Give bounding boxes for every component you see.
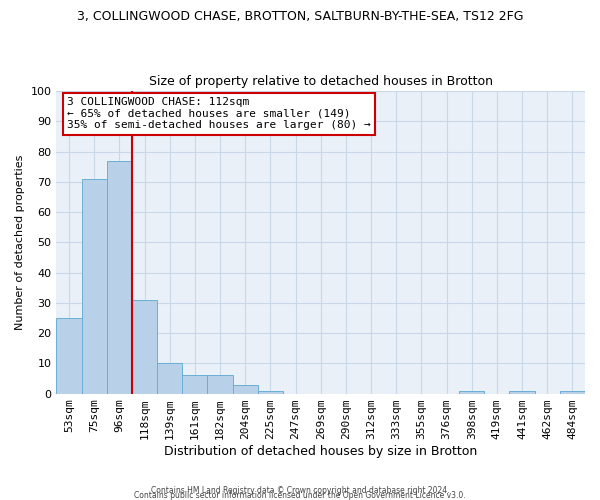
Bar [56, 318, 82, 394]
Bar [560, 390, 585, 394]
Bar [258, 390, 283, 394]
Title: Size of property relative to detached houses in Brotton: Size of property relative to detached ho… [149, 76, 493, 88]
Bar [132, 300, 157, 394]
Bar [157, 364, 182, 394]
Bar [82, 179, 107, 394]
Bar [208, 376, 233, 394]
Bar [107, 160, 132, 394]
Text: Contains public sector information licensed under the Open Government Licence v3: Contains public sector information licen… [134, 490, 466, 500]
Bar [233, 384, 258, 394]
Bar [182, 376, 208, 394]
Text: 3, COLLINGWOOD CHASE, BROTTON, SALTBURN-BY-THE-SEA, TS12 2FG: 3, COLLINGWOOD CHASE, BROTTON, SALTBURN-… [77, 10, 523, 23]
Text: 3 COLLINGWOOD CHASE: 112sqm
← 65% of detached houses are smaller (149)
35% of se: 3 COLLINGWOOD CHASE: 112sqm ← 65% of det… [67, 97, 371, 130]
X-axis label: Distribution of detached houses by size in Brotton: Distribution of detached houses by size … [164, 444, 478, 458]
Y-axis label: Number of detached properties: Number of detached properties [15, 154, 25, 330]
Bar [459, 390, 484, 394]
Text: Contains HM Land Registry data © Crown copyright and database right 2024.: Contains HM Land Registry data © Crown c… [151, 486, 449, 495]
Bar [509, 390, 535, 394]
